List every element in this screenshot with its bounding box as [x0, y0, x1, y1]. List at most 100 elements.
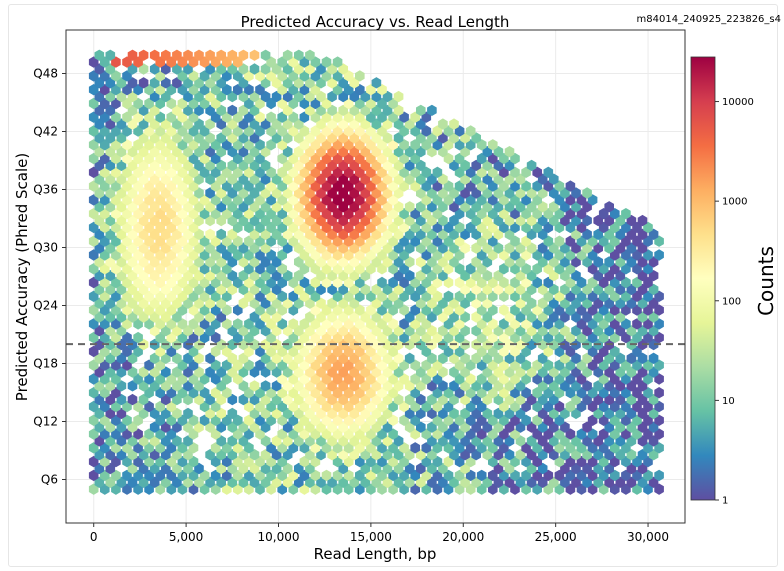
hexbin-cell — [310, 304, 321, 316]
hexbin-cell — [260, 462, 271, 475]
hexbin-cell — [632, 331, 642, 344]
hexbin-cell — [371, 311, 382, 323]
hexbin-cell — [199, 97, 210, 110]
hexbin-cell — [216, 393, 226, 406]
hexbin-cell — [427, 201, 437, 213]
hexbin-cell — [144, 373, 154, 385]
hexbin-cell — [111, 84, 121, 96]
hexbin-cell — [100, 263, 110, 275]
hexbin-cell — [443, 235, 454, 247]
hexbin-cell — [332, 276, 343, 289]
hexbin-cell — [116, 187, 127, 199]
hexbin-cell — [282, 159, 293, 172]
hexbin-cell — [338, 366, 348, 378]
hexbin-cell — [111, 483, 121, 495]
hexbin-cell — [255, 276, 265, 289]
hexbin-cell — [560, 187, 570, 199]
hexbin-cell — [488, 414, 498, 426]
hexbin-cell — [316, 270, 326, 282]
hexbin-cell — [299, 235, 310, 247]
hexbin-cell — [465, 276, 476, 289]
hexbin-cell — [255, 455, 265, 468]
hexbin-cell — [443, 400, 454, 413]
hexbin-cell — [515, 407, 526, 420]
hexbin-cell — [349, 380, 360, 392]
hexbin-cell — [571, 435, 581, 447]
hexbin-cell — [338, 173, 348, 185]
hexbin-cell — [127, 283, 138, 296]
hexbin-cell — [488, 180, 498, 192]
hexbin-cell — [310, 428, 321, 440]
hexbin-cell — [88, 125, 99, 137]
hexbin-cell — [410, 304, 420, 316]
hexbin-cell — [388, 331, 398, 344]
hexbin-cell — [515, 325, 526, 337]
hexbin-cell — [465, 373, 476, 385]
hexbin-cell — [205, 270, 215, 282]
hexbin-cell — [343, 125, 354, 137]
hexbin-cell — [526, 421, 537, 433]
hexbin-cell — [404, 118, 415, 130]
hexbin-cell — [149, 421, 160, 433]
hexbin-cell — [343, 345, 354, 358]
hexbin-cell — [388, 318, 398, 330]
hexbin-cell — [427, 407, 437, 420]
hexbin-cell — [543, 166, 554, 178]
hexbin-cell — [454, 414, 465, 426]
hexbin-cell — [349, 311, 360, 323]
hexbin-cell — [144, 400, 154, 413]
hexbin-cell — [122, 180, 132, 192]
hexbin-cell — [377, 331, 387, 344]
hexbin-cell — [177, 318, 188, 330]
hexbin-cell — [571, 256, 581, 268]
hexbin-cell — [177, 304, 188, 316]
hexbin-cell — [521, 442, 531, 454]
hexbin-cell — [504, 435, 515, 447]
colorbar-tick-label: 100 — [722, 296, 741, 307]
hexbin-cell — [615, 325, 626, 337]
hexbin-cell — [377, 414, 387, 426]
hexbin-cell — [233, 331, 243, 344]
hexbin-cell — [654, 249, 664, 261]
hexbin-cell — [305, 297, 315, 309]
hexbin-cell — [194, 118, 204, 130]
hexbin-cell — [549, 311, 559, 323]
hexbin-cell — [438, 187, 448, 199]
hexbin-cell — [183, 366, 193, 378]
hexbin-cell — [249, 325, 260, 337]
hexbin-cell — [227, 421, 238, 433]
hexbin-cell — [482, 242, 493, 254]
hexbin-cell — [521, 400, 531, 413]
hexbin-cell — [515, 256, 526, 268]
hexbin-cell — [488, 152, 498, 165]
hexbin-cell — [632, 428, 642, 440]
hexbin-cell — [255, 249, 265, 261]
hexbin-cell — [138, 228, 149, 240]
hexbin-cell — [432, 139, 443, 151]
hexbin-cell — [183, 104, 193, 116]
hexbin-cell — [138, 366, 149, 378]
hexbin-cell — [654, 469, 664, 482]
hexbin-cell — [127, 476, 138, 488]
hexbin-cell — [294, 421, 304, 433]
hexbin-cell — [582, 449, 592, 461]
hexbin-cell — [266, 455, 276, 468]
hexbin-cell — [504, 311, 515, 323]
hexbin-cell — [421, 276, 432, 289]
hexbin-cell — [549, 393, 559, 406]
hexbin-cell — [105, 449, 116, 461]
hexbin-cell — [493, 159, 504, 172]
hexbin-cell — [510, 345, 520, 358]
hexbin-cell — [172, 228, 182, 240]
hexbin-cell — [238, 256, 249, 268]
hexbin-cell — [515, 476, 526, 488]
hexbin-cell — [576, 469, 587, 482]
hexbin-cell — [482, 393, 493, 406]
hexbin-cell — [172, 104, 182, 116]
hexbin-cell — [199, 387, 210, 399]
hexbin-cell — [255, 483, 265, 495]
hexbin-cell — [155, 180, 165, 192]
hexbin-cell — [294, 187, 304, 199]
hexbin-cell — [249, 173, 260, 185]
hexbin-cell — [637, 449, 648, 461]
